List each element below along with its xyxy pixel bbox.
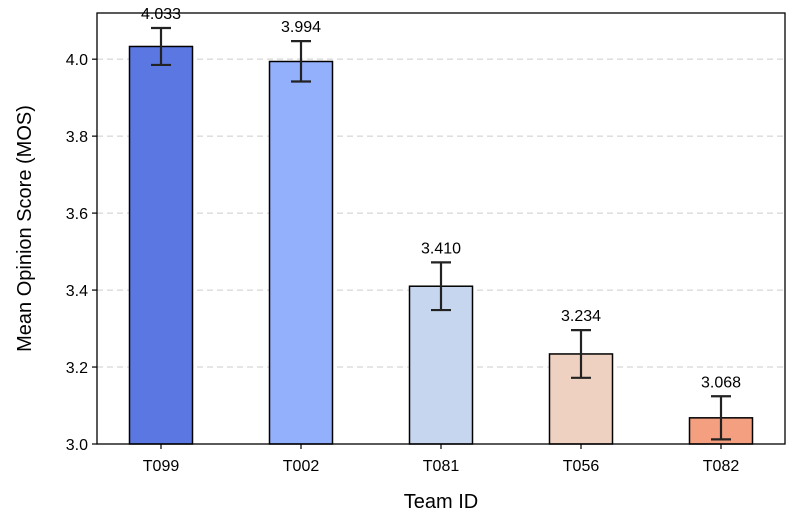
x-tick-label: T056: [563, 458, 600, 475]
x-axis-ticks: T099 T002 T081 T056 T082: [143, 444, 740, 475]
y-tick-label: 3.0: [66, 437, 88, 454]
data-labels: 4.033 3.994 3.410 3.234 3.068: [141, 6, 741, 391]
x-tick-label: T082: [703, 458, 740, 475]
x-tick-label: T002: [283, 458, 320, 475]
x-tick-label: T081: [423, 458, 460, 475]
x-axis-title: Team ID: [404, 491, 478, 513]
data-label-t099: 4.033: [141, 6, 181, 23]
y-tick-label: 3.8: [66, 129, 88, 146]
y-tick-label: 4.0: [66, 52, 88, 69]
bars: [128, 45, 754, 445]
x-tick-label: T099: [143, 458, 180, 475]
y-tick-label: 3.4: [66, 283, 88, 300]
y-tick-label: 3.6: [66, 206, 88, 223]
bar-t002: [268, 60, 334, 445]
bar-t099: [128, 45, 194, 445]
y-axis-ticks: 3.0 3.2 3.4 3.6 3.8 4.0: [66, 52, 97, 454]
data-label-t082: 3.068: [701, 374, 741, 391]
gridlines: [97, 58, 785, 368]
data-label-t056: 3.234: [561, 308, 601, 325]
y-axis-title: Mean Opinion Score (MOS): [14, 105, 36, 352]
y-tick-label: 3.2: [66, 360, 88, 377]
error-bars: [151, 26, 731, 441]
data-label-t002: 3.994: [281, 19, 321, 36]
data-label-t081: 3.410: [421, 240, 461, 257]
